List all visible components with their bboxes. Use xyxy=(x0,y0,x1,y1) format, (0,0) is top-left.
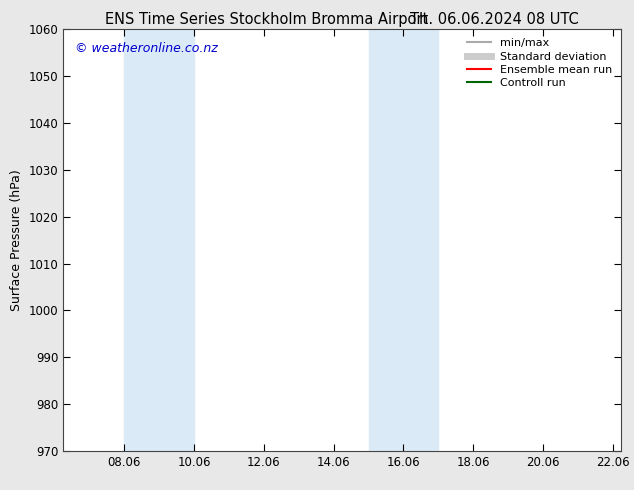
Text: Th. 06.06.2024 08 UTC: Th. 06.06.2024 08 UTC xyxy=(410,12,579,27)
Text: © weatheronline.co.nz: © weatheronline.co.nz xyxy=(75,42,217,55)
Y-axis label: Surface Pressure (hPa): Surface Pressure (hPa) xyxy=(10,169,23,311)
Bar xyxy=(368,29,438,451)
Legend: min/max, Standard deviation, Ensemble mean run, Controll run: min/max, Standard deviation, Ensemble me… xyxy=(462,34,617,93)
Bar xyxy=(124,29,194,451)
Text: ENS Time Series Stockholm Bromma Airport: ENS Time Series Stockholm Bromma Airport xyxy=(105,12,428,27)
